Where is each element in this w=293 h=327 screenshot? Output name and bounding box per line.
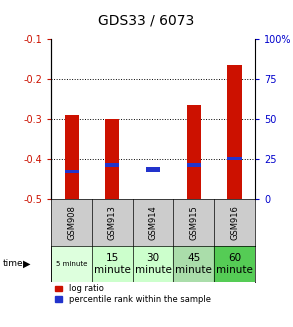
Bar bbox=[133, 246, 173, 282]
Text: GSM916: GSM916 bbox=[230, 205, 239, 240]
Text: 5 minute: 5 minute bbox=[56, 261, 87, 267]
Bar bbox=[227, 65, 242, 201]
Bar bbox=[64, 115, 79, 199]
Text: GSM914: GSM914 bbox=[149, 205, 158, 240]
Bar bbox=[214, 246, 255, 282]
Text: 45
minute: 45 minute bbox=[176, 253, 212, 274]
Bar bbox=[227, 157, 242, 160]
Legend: log ratio, percentile rank within the sample: log ratio, percentile rank within the sa… bbox=[55, 284, 211, 304]
Bar bbox=[92, 246, 133, 282]
Text: 30
minute: 30 minute bbox=[135, 253, 171, 274]
Text: GDS33 / 6073: GDS33 / 6073 bbox=[98, 14, 195, 28]
Bar bbox=[51, 246, 92, 282]
Text: 60
minute: 60 minute bbox=[216, 253, 253, 274]
Bar bbox=[187, 164, 201, 166]
Text: GSM915: GSM915 bbox=[189, 205, 198, 240]
Bar bbox=[173, 246, 214, 282]
Bar bbox=[105, 119, 120, 201]
Bar bbox=[187, 105, 201, 201]
Text: GSM913: GSM913 bbox=[108, 205, 117, 240]
Text: GSM908: GSM908 bbox=[67, 205, 76, 240]
Text: time: time bbox=[3, 259, 23, 268]
Bar bbox=[146, 167, 160, 172]
Bar bbox=[105, 164, 120, 166]
Text: 15
minute: 15 minute bbox=[94, 253, 131, 274]
Bar bbox=[146, 199, 160, 201]
Bar bbox=[64, 170, 79, 173]
Text: ▶: ▶ bbox=[23, 259, 30, 269]
